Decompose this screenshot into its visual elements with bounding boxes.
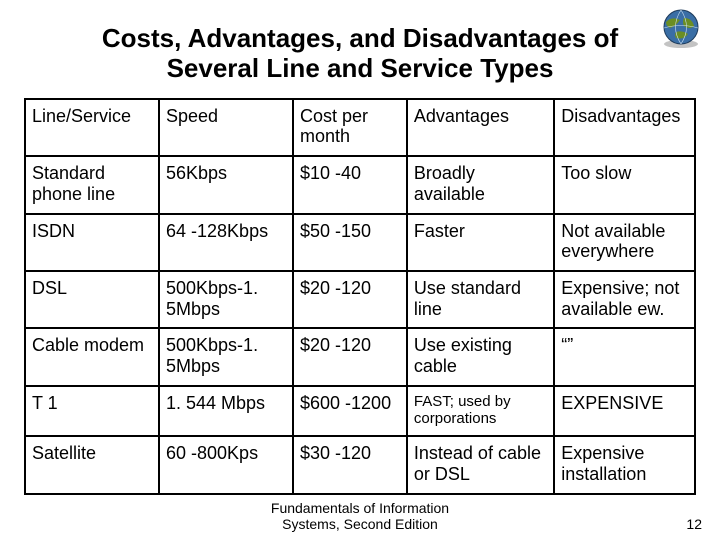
cell-line: Cable modem <box>25 328 159 385</box>
table-row: Cable modem500Kbps-1. 5Mbps$20 -120Use e… <box>25 328 695 385</box>
cell-speed: 64 -128Kbps <box>159 214 293 271</box>
cell-cost: $10 -40 <box>293 156 407 213</box>
cell-speed: 500Kbps-1. 5Mbps <box>159 271 293 328</box>
cell-disadvantages: Too slow <box>554 156 695 213</box>
cell-advantages: Instead of cable or DSL <box>407 436 554 493</box>
cell-disadvantages: EXPENSIVE <box>554 386 695 437</box>
table-row: Standard phone line56Kbps$10 -40Broadly … <box>25 156 695 213</box>
cell-speed: 500Kbps-1. 5Mbps <box>159 328 293 385</box>
cell-speed: 60 -800Kps <box>159 436 293 493</box>
cell-line: T 1 <box>25 386 159 437</box>
col-header-disadvantages: Disadvantages <box>554 99 695 156</box>
cell-line: ISDN <box>25 214 159 271</box>
table-row: DSL500Kbps-1. 5Mbps$20 -120Use standard … <box>25 271 695 328</box>
cell-cost: $50 -150 <box>293 214 407 271</box>
cell-cost: $30 -120 <box>293 436 407 493</box>
table-header-row: Line/Service Speed Cost per month Advant… <box>25 99 695 156</box>
table-row: T 11. 544 Mbps$600 -1200FAST; used by co… <box>25 386 695 437</box>
footer-text: Fundamentals of Information Systems, Sec… <box>0 501 720 532</box>
cell-disadvantages: “” <box>554 328 695 385</box>
footer-line2: Systems, Second Edition <box>282 516 438 532</box>
cell-disadvantages: Expensive; not available ew. <box>554 271 695 328</box>
cell-advantages: FAST; used by corporations <box>407 386 554 437</box>
cell-disadvantages: Not available everywhere <box>554 214 695 271</box>
globe-icon <box>658 8 704 50</box>
cell-cost: $600 -1200 <box>293 386 407 437</box>
table-row: ISDN64 -128Kbps$50 -150FasterNot availab… <box>25 214 695 271</box>
cell-line: DSL <box>25 271 159 328</box>
cell-advantages: Use existing cable <box>407 328 554 385</box>
col-header-advantages: Advantages <box>407 99 554 156</box>
comparison-table: Line/Service Speed Cost per month Advant… <box>24 98 696 495</box>
col-header-line: Line/Service <box>25 99 159 156</box>
cell-line: Satellite <box>25 436 159 493</box>
cell-advantages: Broadly available <box>407 156 554 213</box>
cell-cost: $20 -120 <box>293 271 407 328</box>
cell-speed: 1. 544 Mbps <box>159 386 293 437</box>
col-header-cost: Cost per month <box>293 99 407 156</box>
cell-line: Standard phone line <box>25 156 159 213</box>
slide-title: Costs, Advantages, and Disadvantages of … <box>54 24 666 84</box>
cell-cost: $20 -120 <box>293 328 407 385</box>
cell-advantages: Use standard line <box>407 271 554 328</box>
cell-disadvantages: Expensive installation <box>554 436 695 493</box>
footer-line1: Fundamentals of Information <box>271 500 449 516</box>
col-header-speed: Speed <box>159 99 293 156</box>
page-number: 12 <box>686 516 702 532</box>
table-row: Satellite60 -800Kps$30 -120Instead of ca… <box>25 436 695 493</box>
cell-speed: 56Kbps <box>159 156 293 213</box>
cell-advantages: Faster <box>407 214 554 271</box>
